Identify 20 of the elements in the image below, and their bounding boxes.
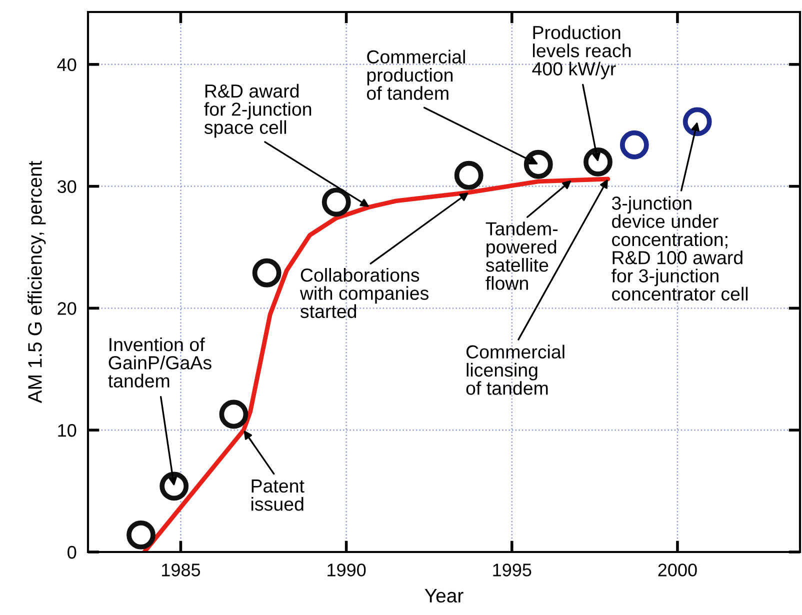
annotation: Invention of GainP/GaAs tandem <box>108 337 212 388</box>
annotation: Commercial licensing of tandem <box>466 344 564 395</box>
y-tick-label: 30 <box>57 180 76 194</box>
annotation: Production levels reach 400 kW/yr <box>532 25 631 80</box>
x-axis-title: Year <box>424 588 464 603</box>
x-tick-label: 1985 <box>162 564 200 576</box>
annotation: R&D award for 2-junction space cell <box>204 84 312 138</box>
y-tick-label: 40 <box>57 58 76 72</box>
y-tick-label: 0 <box>68 546 76 559</box>
annotation: Collaborations with companies started <box>300 268 428 318</box>
annotation: 3-junction device under concentration; R&D 100 award for 3-junction concentrator cell <box>612 196 748 301</box>
y-axis-title: AM 1.5 G efficiency, percent <box>28 160 46 404</box>
annotation: Patent issued <box>252 480 304 511</box>
annotation: Commercial production of tandem <box>366 50 465 100</box>
x-tick-label: 2000 <box>658 564 697 576</box>
x-tick-label: 1990 <box>328 564 366 576</box>
x-tick-label: 1995 <box>493 564 532 576</box>
annotation: Tandem- powered satellite flown <box>486 222 558 290</box>
y-tick-label: 20 <box>58 302 76 315</box>
y-tick-label: 10 <box>58 424 76 437</box>
